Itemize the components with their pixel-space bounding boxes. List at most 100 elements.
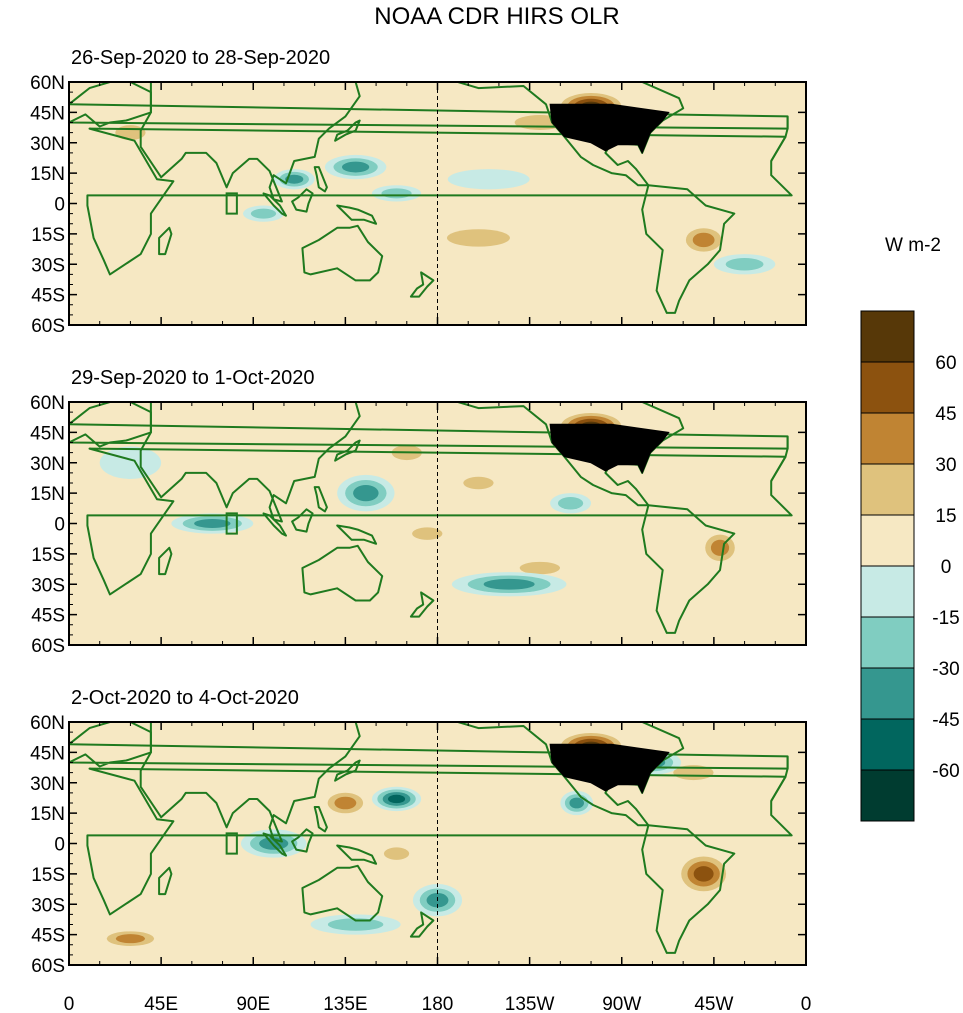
anomaly-contour xyxy=(334,796,357,810)
colorbar-tick-label: 45 xyxy=(935,404,956,425)
anomaly-feature xyxy=(310,914,401,935)
x-ticks xyxy=(68,402,807,645)
anomaly-feature xyxy=(371,786,422,812)
y-tick-label: 15S xyxy=(31,225,65,246)
anomaly-feature xyxy=(99,446,162,479)
coastline-sumatra xyxy=(262,832,287,857)
y-tick-label: 30S xyxy=(31,895,65,916)
anomaly-feature xyxy=(699,529,741,567)
coastline-philippines xyxy=(313,166,328,193)
anomaly-feature xyxy=(320,788,370,818)
anomaly-contour xyxy=(285,174,304,184)
us-state-borders xyxy=(549,423,670,475)
coastline-south-america xyxy=(641,824,736,954)
colorbar-swatch xyxy=(860,769,915,822)
anomaly-feature xyxy=(324,154,387,180)
coastline-philippines xyxy=(313,806,328,833)
anomaly-feature xyxy=(560,790,594,816)
y-tick-label: 45S xyxy=(31,926,65,947)
coastline-new-guinea xyxy=(336,204,378,225)
coastline-borneo xyxy=(291,188,314,213)
coastline-new-zealand xyxy=(409,271,435,298)
anomaly-contour xyxy=(250,208,277,219)
panel-2: 29-Sep-2020 to 1-Oct-2020 60N 45N 30N 15N 0 15… xyxy=(30,367,807,657)
coastline-madagascar xyxy=(158,866,173,896)
coastline-box xyxy=(225,832,238,855)
x-tick-label: 90E xyxy=(236,994,270,1013)
y-axis: 60N 45N 30N 15N 0 15S 30S 45S 60S xyxy=(30,73,806,337)
x-ticks xyxy=(68,82,807,325)
coastline-sumatra xyxy=(262,192,287,217)
anomaly-feature xyxy=(243,205,284,222)
anomaly-feature xyxy=(97,928,164,949)
coastline-asia xyxy=(139,82,361,203)
y-tick-label: 45N xyxy=(30,743,65,764)
y-tick-label: 15N xyxy=(30,484,65,505)
coastline-borneo xyxy=(291,508,314,533)
coastline-south-america xyxy=(641,504,736,634)
coastline-australia xyxy=(301,544,384,602)
y-tick-label: 45S xyxy=(31,606,65,627)
coastlines xyxy=(69,722,793,954)
y-tick-label: 60S xyxy=(31,636,65,657)
anomaly-feature xyxy=(427,223,530,253)
coastline-africa xyxy=(86,767,793,916)
colorbar-tick-label: 0 xyxy=(941,557,952,578)
x-tick-label: 135E xyxy=(323,994,367,1013)
coastline-borneo xyxy=(291,828,314,853)
anomaly-contour xyxy=(383,847,410,860)
coastline-new-guinea xyxy=(336,844,378,865)
y-tick-label: 45N xyxy=(30,103,65,124)
coastline-new-zealand xyxy=(409,911,435,938)
coastline-box xyxy=(225,512,238,535)
colorbar-tick-label: -45 xyxy=(932,710,959,731)
coastline-australia xyxy=(301,224,384,282)
anomaly-contour xyxy=(557,497,584,510)
y-tick-label: 30N xyxy=(30,774,65,795)
colorbar-swatch xyxy=(860,412,915,465)
x-tick-label: 0 xyxy=(64,994,75,1013)
anomaly-contour xyxy=(99,446,162,479)
anomaly-contour xyxy=(194,519,231,528)
coastline-new-zealand xyxy=(409,591,435,618)
y-tick-label: 30N xyxy=(30,134,65,155)
coastline-japan xyxy=(334,759,361,782)
y-tick-label: 45N xyxy=(30,423,65,444)
colorbar-swatch xyxy=(860,718,915,771)
panels-group: 26-Sep-2020 to 28-Sep-2020 60N 45N 30N 15N 0 1… xyxy=(30,47,807,977)
y-axis: 60N 45N 30N 15N 0 15S 30S 45S 60S xyxy=(30,713,806,977)
colorbar-tick-label: 15 xyxy=(935,506,956,527)
anomaly-contour xyxy=(109,284,233,305)
anomaly-feature xyxy=(713,254,776,275)
anomaly-contour xyxy=(693,866,714,882)
y-tick-label: 0 xyxy=(54,515,65,536)
y-tick-label: 30N xyxy=(30,454,65,475)
anomaly-feature xyxy=(679,223,729,257)
coastlines xyxy=(69,402,793,634)
x-axis: 0 45E 90E 135E 180 135W 90W 45W 0 xyxy=(64,994,812,1013)
coastline-west-africa-wrap xyxy=(770,436,789,482)
coastline-africa xyxy=(86,447,793,596)
x-tick-label: 45W xyxy=(694,994,733,1013)
coastline-greenland xyxy=(682,722,710,723)
anomaly-feature xyxy=(376,843,418,864)
x-tick-label: 0 xyxy=(801,994,812,1013)
y-tick-label: 30S xyxy=(31,255,65,276)
anomaly-contour xyxy=(381,188,412,199)
coastline-japan xyxy=(334,439,361,462)
coastline-box xyxy=(225,192,238,215)
colorbar-tick-label: 60 xyxy=(935,353,956,374)
anomaly-contour xyxy=(463,476,494,490)
panel-1: 26-Sep-2020 to 28-Sep-2020 60N 45N 30N 15N 0 1… xyxy=(30,47,807,337)
figure-title: NOAA CDR HIRS OLR xyxy=(374,3,619,30)
anomaly-contour xyxy=(569,797,584,809)
y-tick-label: 60S xyxy=(31,956,65,977)
y-tick-label: 60N xyxy=(30,713,65,734)
y-axis: 60N 45N 30N 15N 0 15S 30S 45S 60S xyxy=(30,393,806,657)
y-tick-label: 15N xyxy=(30,164,65,185)
y-tick-label: 15N xyxy=(30,804,65,825)
colorbar-swatch xyxy=(860,667,915,720)
y-tick-label: 0 xyxy=(54,835,65,856)
anomaly-contour xyxy=(353,485,379,502)
